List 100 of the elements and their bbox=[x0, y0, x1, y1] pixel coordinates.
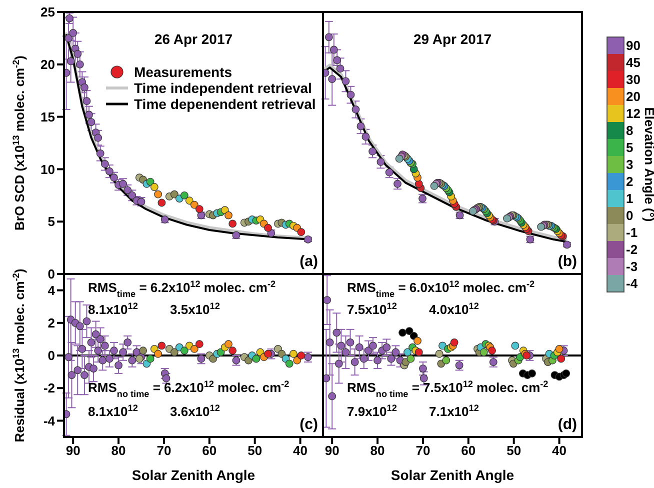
point bbox=[216, 348, 225, 356]
point bbox=[105, 167, 114, 176]
point bbox=[264, 224, 272, 232]
point bbox=[346, 90, 355, 99]
annotation: RMS$_{time}$ = 6.0x10$^{12}$ molec. cm$^{-2}$ bbox=[347, 279, 535, 299]
y-tick-label: -2 bbox=[43, 380, 55, 396]
point bbox=[414, 348, 423, 356]
point bbox=[360, 354, 368, 363]
point bbox=[220, 206, 229, 214]
point bbox=[323, 296, 332, 304]
point bbox=[488, 346, 496, 355]
point bbox=[100, 342, 109, 350]
point bbox=[352, 106, 360, 114]
point bbox=[150, 183, 158, 191]
point bbox=[404, 348, 412, 356]
point bbox=[419, 364, 427, 372]
point bbox=[323, 374, 330, 382]
y-tick-label: 25 bbox=[40, 4, 55, 20]
y-tick-label: 15 bbox=[40, 109, 55, 124]
x-tick-label: 90 bbox=[324, 443, 340, 458]
legend-label: 20 bbox=[626, 89, 640, 104]
x-tick-label: 50 bbox=[248, 443, 262, 458]
annotation: 3.6x10$^{12}$ bbox=[170, 403, 220, 419]
point bbox=[64, 353, 72, 362]
point bbox=[342, 77, 350, 86]
x-tick-label: 90 bbox=[66, 443, 80, 458]
point bbox=[528, 369, 536, 378]
point bbox=[96, 335, 104, 344]
legend-label: 12 bbox=[626, 106, 640, 121]
point bbox=[557, 354, 566, 363]
x-tick-label: 40 bbox=[293, 443, 308, 458]
point bbox=[68, 371, 76, 380]
text: 29 Apr 2017 bbox=[413, 31, 492, 47]
point bbox=[94, 346, 102, 355]
point bbox=[90, 364, 98, 372]
point bbox=[398, 328, 406, 337]
point bbox=[297, 352, 306, 360]
legend-label: Time independent retrieval bbox=[134, 80, 312, 96]
point bbox=[80, 371, 88, 380]
point bbox=[392, 348, 400, 356]
annotation: 8.1x10$^{12}$ bbox=[88, 301, 138, 317]
point bbox=[195, 340, 204, 348]
x-tick-label: 60 bbox=[202, 443, 217, 458]
point bbox=[119, 348, 128, 356]
x-axis-title: Solar Zenith Angle bbox=[132, 467, 256, 483]
point bbox=[114, 361, 122, 370]
point bbox=[406, 354, 415, 363]
legend-label: 3 bbox=[626, 157, 634, 172]
point bbox=[442, 356, 450, 364]
point bbox=[555, 345, 564, 353]
point bbox=[146, 178, 154, 186]
point bbox=[85, 110, 93, 119]
point bbox=[285, 360, 294, 368]
point bbox=[278, 350, 286, 358]
y-tick-label: 0 bbox=[48, 266, 55, 282]
point bbox=[82, 317, 91, 326]
point bbox=[562, 369, 570, 378]
point bbox=[100, 160, 109, 168]
legend-label: -2 bbox=[626, 242, 638, 257]
y-tick-label: 4 bbox=[48, 282, 56, 298]
point bbox=[337, 342, 346, 350]
point bbox=[324, 33, 333, 42]
point bbox=[185, 196, 194, 205]
point bbox=[374, 356, 382, 364]
point bbox=[414, 336, 422, 345]
point bbox=[105, 354, 114, 363]
point bbox=[364, 346, 372, 355]
x-tick-label: 60 bbox=[461, 443, 476, 458]
point bbox=[96, 150, 104, 158]
point bbox=[224, 340, 232, 348]
x-tick-label: 80 bbox=[370, 443, 385, 458]
x-tick-label: 70 bbox=[416, 443, 430, 458]
point bbox=[355, 343, 364, 352]
point bbox=[297, 228, 306, 236]
x-tick-label: 70 bbox=[156, 443, 172, 458]
annotation: RMS$_{time}$ = 6.2x10$^{12}$ molec. cm$^{-2}$ bbox=[88, 279, 276, 299]
point bbox=[110, 346, 118, 355]
point bbox=[80, 84, 88, 92]
point bbox=[333, 56, 342, 64]
point bbox=[382, 343, 391, 352]
point bbox=[180, 191, 188, 200]
y-tick-label: 10 bbox=[40, 162, 55, 177]
legend-label: 45 bbox=[626, 55, 640, 70]
legend-label: 1 bbox=[626, 191, 634, 206]
point bbox=[328, 392, 336, 400]
point bbox=[336, 64, 344, 73]
point bbox=[264, 350, 272, 358]
x-axis-title: Solar Zenith Angle bbox=[390, 467, 514, 483]
point bbox=[326, 338, 334, 346]
point bbox=[190, 345, 198, 353]
point bbox=[232, 231, 240, 240]
legend-label: -1 bbox=[626, 225, 638, 240]
annotation: 7.5x10$^{12}$ bbox=[347, 301, 397, 317]
point bbox=[252, 354, 260, 363]
point bbox=[450, 338, 458, 346]
point bbox=[69, 29, 78, 37]
x-tick-label: 50 bbox=[506, 443, 522, 458]
point bbox=[228, 220, 237, 228]
point bbox=[154, 350, 162, 358]
text: 26 Apr 2017 bbox=[154, 31, 233, 47]
